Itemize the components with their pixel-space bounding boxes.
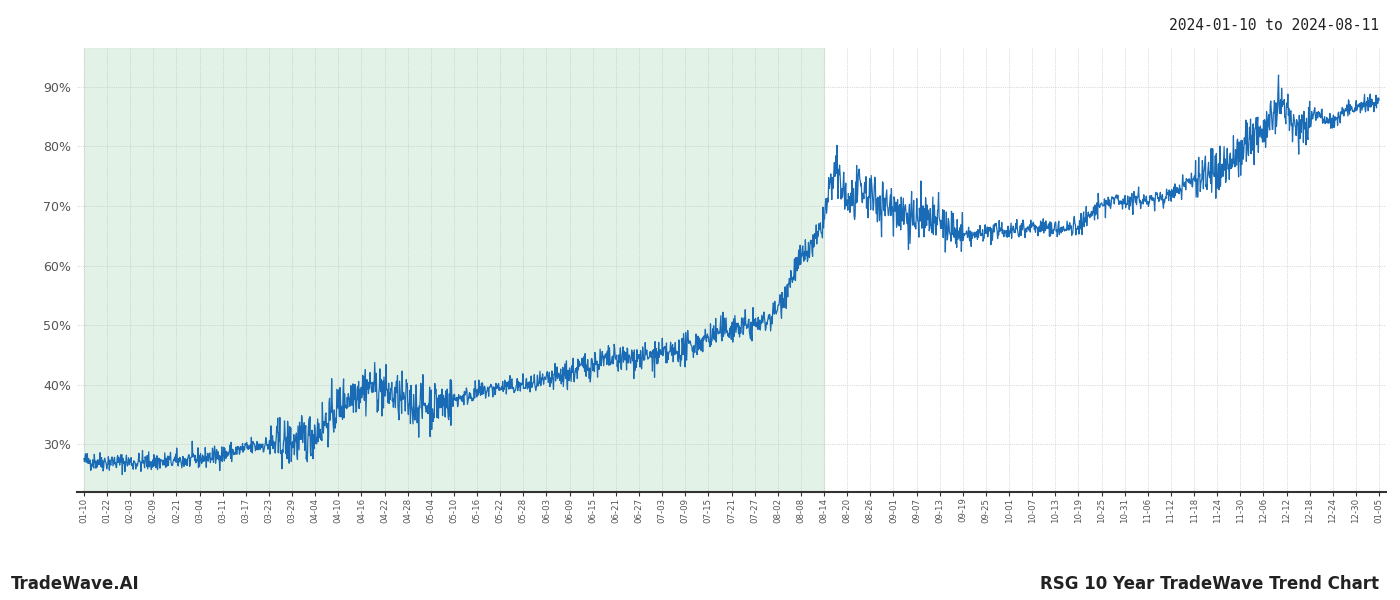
- Bar: [84, 48, 825, 492]
- Text: TradeWave.AI: TradeWave.AI: [11, 575, 140, 593]
- Text: RSG 10 Year TradeWave Trend Chart: RSG 10 Year TradeWave Trend Chart: [1040, 575, 1379, 593]
- Text: 2024-01-10 to 2024-08-11: 2024-01-10 to 2024-08-11: [1169, 18, 1379, 33]
